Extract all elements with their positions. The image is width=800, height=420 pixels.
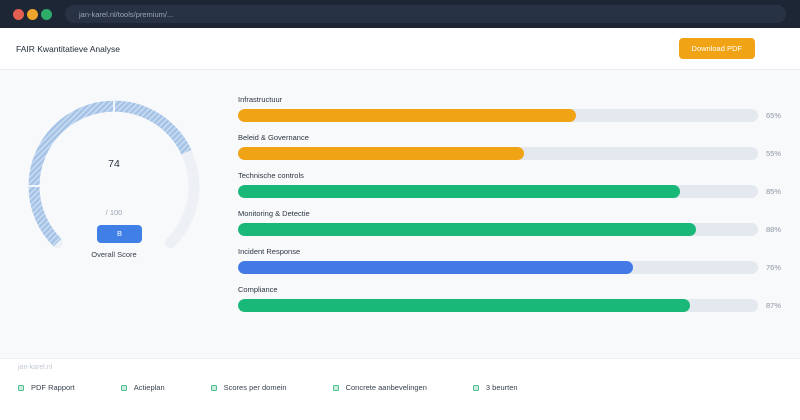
- domain-bar-track: [238, 147, 758, 160]
- report-content: 74 / 100 B Overall Score Infrastructuur …: [0, 70, 800, 358]
- domain-pct: 65%: [766, 111, 782, 120]
- overall-score-gauge: 74 / 100 B Overall Score: [0, 70, 238, 358]
- domain-pct: 76%: [766, 263, 782, 272]
- url-text: jan-karel.nl/tools/premium/...: [79, 9, 174, 19]
- footer-feature-list: PDF Rapport Actieplan Scores per domein …: [18, 383, 518, 392]
- gauge-score-value: 74: [108, 158, 120, 170]
- close-window-icon[interactable]: [13, 8, 24, 20]
- domain-label: Infrastructuur: [238, 95, 283, 104]
- footer-item: 3 beurten: [472, 383, 518, 392]
- footer-brand: jan-karel.nl: [18, 364, 53, 371]
- domain-bar-track: [238, 223, 758, 236]
- domain-bar-fill: [238, 109, 576, 122]
- gauge-arc: [28, 100, 200, 249]
- domain-bar-fill: [238, 147, 524, 160]
- check-icon: [210, 384, 217, 391]
- domain-bar-row: Compliance 87%: [238, 285, 792, 312]
- footer-item: PDF Rapport: [18, 383, 75, 392]
- domain-label: Incident Response: [238, 247, 301, 256]
- page-header: FAIR Kwantitatieve Analyse Download PDF: [0, 28, 800, 70]
- domain-bar-track: [238, 299, 758, 312]
- footer-item: Concrete aanbevelingen: [332, 383, 427, 392]
- domain-label: Technische controls: [238, 171, 304, 180]
- domain-label: Beleid & Governance: [238, 133, 309, 142]
- domain-bar-track: [238, 261, 758, 274]
- window-controls: [13, 8, 52, 20]
- domain-bars: Infrastructuur 65% Beleid & Governance 5…: [238, 95, 792, 323]
- domain-pct: 87%: [766, 301, 782, 310]
- grade-badge: B: [97, 225, 142, 243]
- page-footer: jan-karel.nl PDF Rapport Actieplan Score…: [0, 358, 800, 420]
- check-icon: [472, 384, 479, 391]
- footer-item: Actieplan: [120, 383, 165, 392]
- check-icon: [120, 384, 127, 391]
- domain-bar-row: Incident Response 76%: [238, 247, 792, 274]
- domain-bar-track: [238, 185, 758, 198]
- footer-item-label: Actieplan: [133, 383, 165, 392]
- gauge-score-max: / 100: [105, 208, 123, 217]
- domain-bar-fill: [238, 223, 696, 236]
- domain-bar-fill: [238, 185, 680, 198]
- domain-pct: 55%: [766, 149, 782, 158]
- domain-bar-row: Infrastructuur 65%: [238, 95, 792, 122]
- address-bar[interactable]: jan-karel.nl/tools/premium/...: [65, 5, 786, 23]
- domain-bar-fill: [238, 299, 691, 312]
- footer-item-label: PDF Rapport: [31, 383, 75, 392]
- page-title: FAIR Kwantitatieve Analyse: [16, 43, 120, 54]
- browser-chrome: jan-karel.nl/tools/premium/...: [0, 0, 800, 28]
- footer-item-label: Scores per domein: [223, 383, 287, 392]
- domain-pct: 88%: [766, 225, 782, 234]
- domain-label: Monitoring & Detectie: [238, 209, 310, 218]
- download-pdf-button[interactable]: Download PDF: [678, 38, 755, 59]
- domain-bar-row: Technische controls 85%: [238, 171, 792, 198]
- domain-pct: 85%: [766, 187, 782, 196]
- minimize-window-icon[interactable]: [27, 8, 38, 20]
- domain-bar-track: [238, 109, 758, 122]
- check-icon: [332, 384, 339, 391]
- maximize-window-icon[interactable]: [41, 8, 52, 20]
- domain-bar-row: Monitoring & Detectie 88%: [238, 209, 792, 236]
- domain-label: Compliance: [238, 285, 278, 294]
- domain-bar-row: Beleid & Governance 55%: [238, 133, 792, 160]
- check-icon: [18, 384, 24, 391]
- footer-item-label: 3 beurten: [485, 383, 518, 392]
- footer-item-label: Concrete aanbevelingen: [345, 383, 427, 392]
- overall-score-label: Overall Score: [91, 250, 137, 259]
- footer-item: Scores per domein: [210, 383, 287, 392]
- domain-bar-fill: [238, 261, 634, 274]
- gauge-progress-arc: [28, 100, 200, 247]
